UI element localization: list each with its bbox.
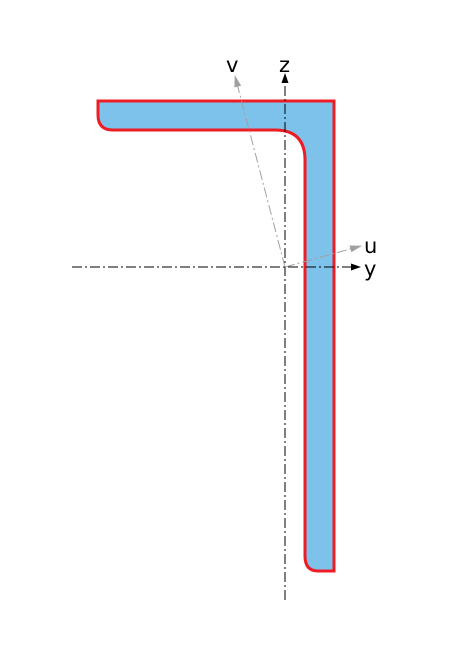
y-axis-label: y (364, 257, 376, 281)
z-axis-label: z (279, 53, 290, 77)
angle-section-shape (96, 99, 336, 573)
v-axis-label: v (226, 53, 238, 77)
u-axis-line (284, 245, 362, 268)
u-axis-label: u (364, 234, 377, 258)
v-axis-line (234, 75, 286, 268)
